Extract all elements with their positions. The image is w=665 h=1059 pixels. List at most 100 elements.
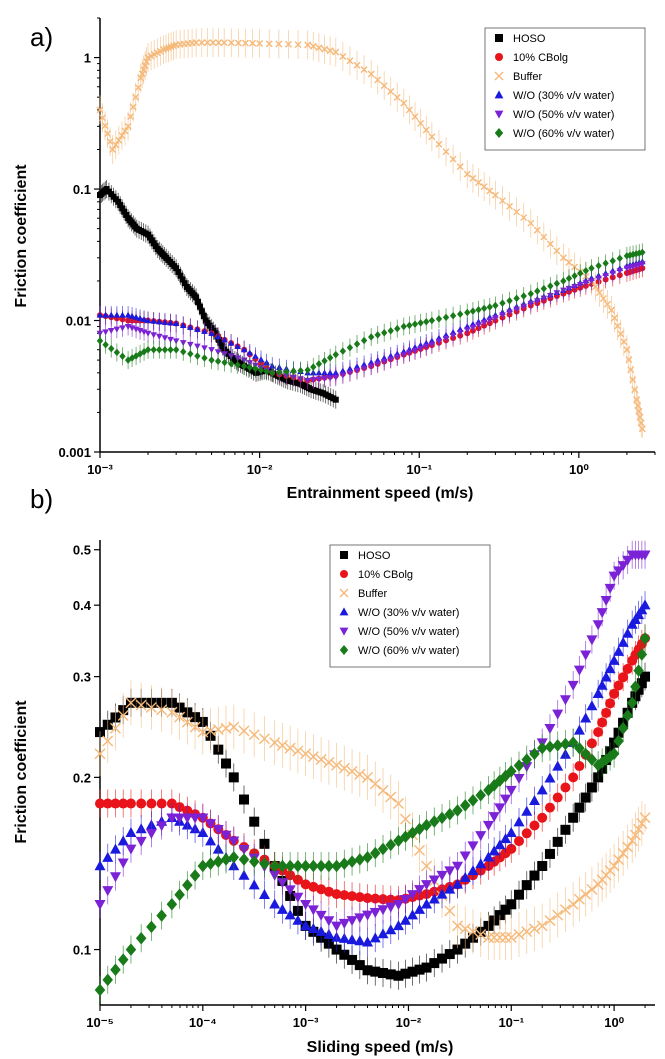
data-point (602, 259, 609, 268)
data-point (104, 130, 112, 138)
data-point (444, 807, 456, 821)
data-point (428, 316, 436, 325)
data-point (592, 688, 604, 699)
data-point (604, 583, 616, 594)
data-point (110, 798, 121, 809)
data-point (172, 320, 180, 327)
data-point (374, 76, 382, 84)
data-point (429, 815, 440, 828)
data-point (620, 338, 628, 346)
legend-marker (494, 71, 504, 81)
data-point (513, 306, 520, 313)
data-point (513, 294, 520, 303)
data-point (633, 684, 644, 695)
data-point (94, 900, 106, 911)
legend-marker (494, 110, 504, 119)
data-point (332, 350, 339, 359)
legend-entry: 10% CBolg (358, 569, 413, 581)
data-point (387, 356, 395, 363)
data-point (374, 331, 381, 339)
data-point (613, 680, 624, 691)
data-point (156, 821, 168, 832)
data-point (269, 859, 280, 873)
data-point (544, 724, 556, 735)
data-point (248, 729, 260, 741)
data-point (238, 725, 250, 737)
data-point (540, 284, 547, 293)
data-point (520, 292, 527, 300)
data-point (600, 671, 612, 682)
data-point (592, 620, 604, 631)
data-point (411, 113, 419, 121)
data-point (284, 742, 296, 754)
data-point (135, 931, 147, 945)
data-point (580, 792, 591, 803)
data-point (407, 966, 418, 977)
data-point (400, 895, 412, 906)
data-point (367, 363, 375, 370)
data-point (428, 875, 440, 886)
data-point (146, 920, 157, 934)
data-point (220, 853, 232, 866)
data-point (284, 909, 296, 920)
data-point (332, 374, 340, 381)
data-point (609, 688, 620, 699)
data-point (514, 836, 525, 847)
data-point (354, 853, 366, 866)
data-point (113, 326, 121, 333)
data-point (436, 811, 448, 825)
data-point (259, 838, 270, 849)
data-point (421, 818, 432, 832)
data-point (173, 345, 180, 354)
data-point (406, 321, 413, 330)
data-point (205, 835, 217, 846)
data-point (140, 348, 148, 356)
data-point (292, 892, 304, 903)
data-point (309, 42, 317, 50)
data-point (521, 753, 532, 766)
data-point (609, 257, 616, 265)
data-point (528, 923, 540, 935)
data-point (586, 782, 597, 793)
data-point (622, 663, 633, 674)
data-point (277, 859, 288, 873)
data-point (123, 211, 130, 218)
data-point (536, 920, 548, 932)
data-point (513, 929, 525, 941)
data-point (602, 273, 609, 280)
data-point (442, 335, 450, 342)
data-point (611, 314, 619, 322)
data-point (119, 352, 126, 361)
data-point (228, 851, 240, 864)
data-point (574, 742, 585, 755)
legend-entry: W/O (60% v/v water) (358, 645, 459, 657)
data-point (249, 816, 260, 827)
data-point (571, 283, 578, 290)
data-point (187, 350, 194, 358)
data-point (608, 654, 620, 665)
data-point (102, 735, 114, 747)
data-point (192, 39, 200, 47)
data-point (529, 747, 540, 761)
data-point (155, 318, 163, 325)
data-point (346, 855, 358, 868)
data-point (117, 835, 129, 846)
data-point (353, 368, 361, 375)
data-point (174, 888, 185, 901)
data-point (125, 697, 137, 709)
data-point (639, 812, 651, 824)
data-point (582, 267, 590, 275)
data-point (544, 914, 556, 926)
x-tick-label: 10⁻⁵ (86, 1015, 113, 1030)
data-point (536, 784, 548, 795)
data-point (380, 82, 388, 90)
data-point (146, 798, 157, 809)
data-point (596, 679, 608, 690)
data-point (600, 595, 612, 606)
data-point (449, 155, 457, 163)
data-point (321, 376, 328, 383)
data-point (221, 358, 228, 367)
data-point (638, 425, 646, 433)
data-point (99, 114, 107, 122)
data-point (417, 345, 424, 352)
